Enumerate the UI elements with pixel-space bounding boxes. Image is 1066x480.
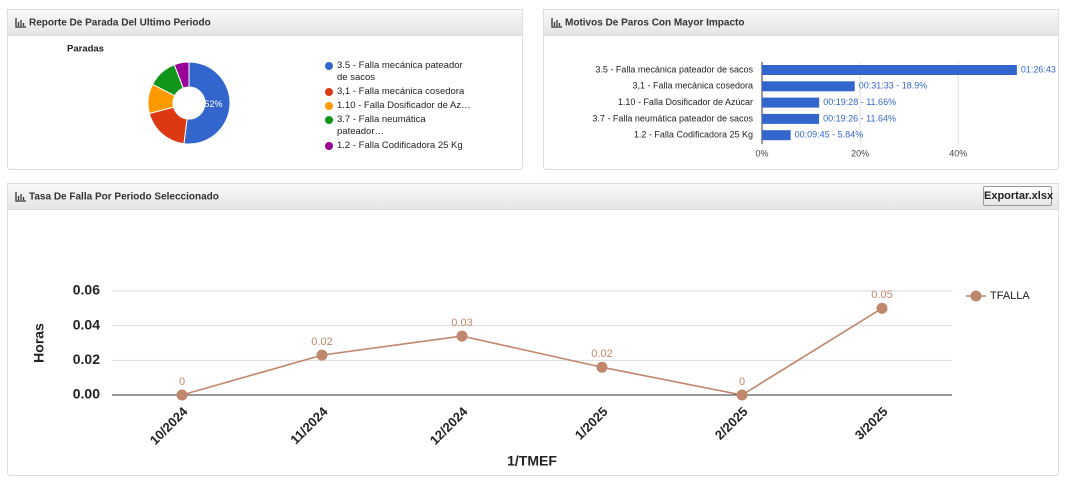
y-tick-label: 3.5 - Falla mecánica pateador de sacos: [595, 64, 753, 74]
point: [876, 302, 888, 314]
y-tick-label: 0.06: [73, 282, 100, 298]
panel-title: Motivos De Paros Con Mayor Impacto: [565, 18, 744, 29]
y-tick-label: 0.04: [73, 316, 100, 332]
value-label: 0.03: [451, 317, 472, 329]
legend-label: 3.7 - Falla neumática pateador…: [337, 114, 426, 137]
legend-item: 3.5 - Falla mecánica pateador de sacos: [325, 60, 475, 84]
y-tick-label: 3,1 - Falla mecánica cosedora: [632, 81, 753, 91]
point: [596, 361, 608, 373]
bar: [762, 130, 791, 141]
legend-label: 3,1 - Falla mecánica cosedora: [337, 86, 465, 97]
value-label: 0.05: [871, 289, 892, 301]
pie-legend: 3.5 - Falla mecánica pateador de sacos 3,…: [325, 60, 475, 154]
x-tick-label: 0%: [755, 148, 768, 158]
y-tick-label: 0.02: [73, 351, 100, 367]
legend-swatch: [325, 102, 333, 110]
pie-title: Paradas: [67, 44, 104, 55]
panel-icon: [15, 18, 26, 28]
legend-marker: [970, 290, 982, 302]
export-button[interactable]: Exportar.xlsx: [983, 186, 1053, 206]
value-label: 0: [179, 376, 185, 388]
point: [176, 389, 188, 401]
panel-header: [7, 183, 1059, 210]
value-label: 01:26:43: [1021, 64, 1056, 74]
value-label: 00:19:28 - 11.66%: [823, 97, 896, 107]
point: [456, 330, 468, 342]
y-axis-title: Horas: [31, 323, 47, 363]
panel-title: Reporte De Parada Del Ultimo Periodo: [29, 18, 211, 29]
panel-icon: [551, 18, 562, 28]
bar: [762, 81, 855, 92]
x-tick-label: 40%: [949, 148, 967, 158]
y-tick-label: 1.10 - Falla Dosificador de Azúcar: [618, 97, 753, 107]
bar: [762, 65, 1017, 75]
y-tick-label: 0.00: [73, 386, 100, 402]
legend-swatch: [325, 142, 333, 150]
panel-header: [7, 9, 523, 36]
panel-title: Tasa De Falla Por Periodo Seleccionado: [29, 192, 219, 203]
legend-item: 3.7 - Falla neumática pateador…: [325, 114, 475, 138]
legend-item: 1.2 - Falla Codificadora 25 Kg: [325, 140, 475, 152]
legend-label: 1.2 - Falla Codificadora 25 Kg: [337, 140, 463, 151]
legend-label: TFALLA: [990, 290, 1030, 302]
legend-swatch: [325, 62, 333, 70]
bar-chart: 0% 20% 40% 3.5 - Falla mecánica pateador de…: [592, 62, 1056, 158]
legend-item: 3,1 - Falla mecánica cosedora: [325, 86, 475, 98]
pie-slice: [183, 61, 231, 145]
x-tick-label: 20%: [851, 148, 869, 158]
point: [316, 349, 328, 361]
value-label: 0.02: [591, 348, 612, 360]
value-label: 0: [739, 376, 745, 388]
series-line: [181, 307, 883, 396]
y-tick-label: 3.7 - Falla neumática pateador de sacos: [592, 113, 753, 123]
legend-swatch: [325, 88, 333, 96]
legend-label: 3.5 - Falla mecánica pateador de sacos: [337, 60, 463, 83]
y-tick-label: 1.2 - Falla Codificadora 25 Kg: [634, 130, 753, 140]
bar: [762, 113, 820, 124]
legend-item: 1.10 - Falla Dosificador de Az…: [325, 100, 475, 112]
legend-swatch: [325, 116, 333, 124]
value-label: 00:09:45 - 5.84%: [795, 130, 864, 140]
panel-icon: [15, 192, 26, 202]
panel-header: [543, 9, 1059, 36]
legend-label: 1.10 - Falla Dosificador de Az…: [337, 100, 471, 111]
value-label: 00:31:33 - 18.9%: [859, 81, 928, 91]
bar: [762, 97, 820, 108]
x-axis-title: 1/TMEF: [507, 453, 557, 469]
value-label: 00:19:26 - 11.64%: [823, 113, 896, 123]
point: [736, 389, 748, 401]
value-label: 0.02: [311, 336, 332, 348]
pie-slice: [173, 61, 190, 89]
pie-label: 52%: [204, 99, 222, 109]
